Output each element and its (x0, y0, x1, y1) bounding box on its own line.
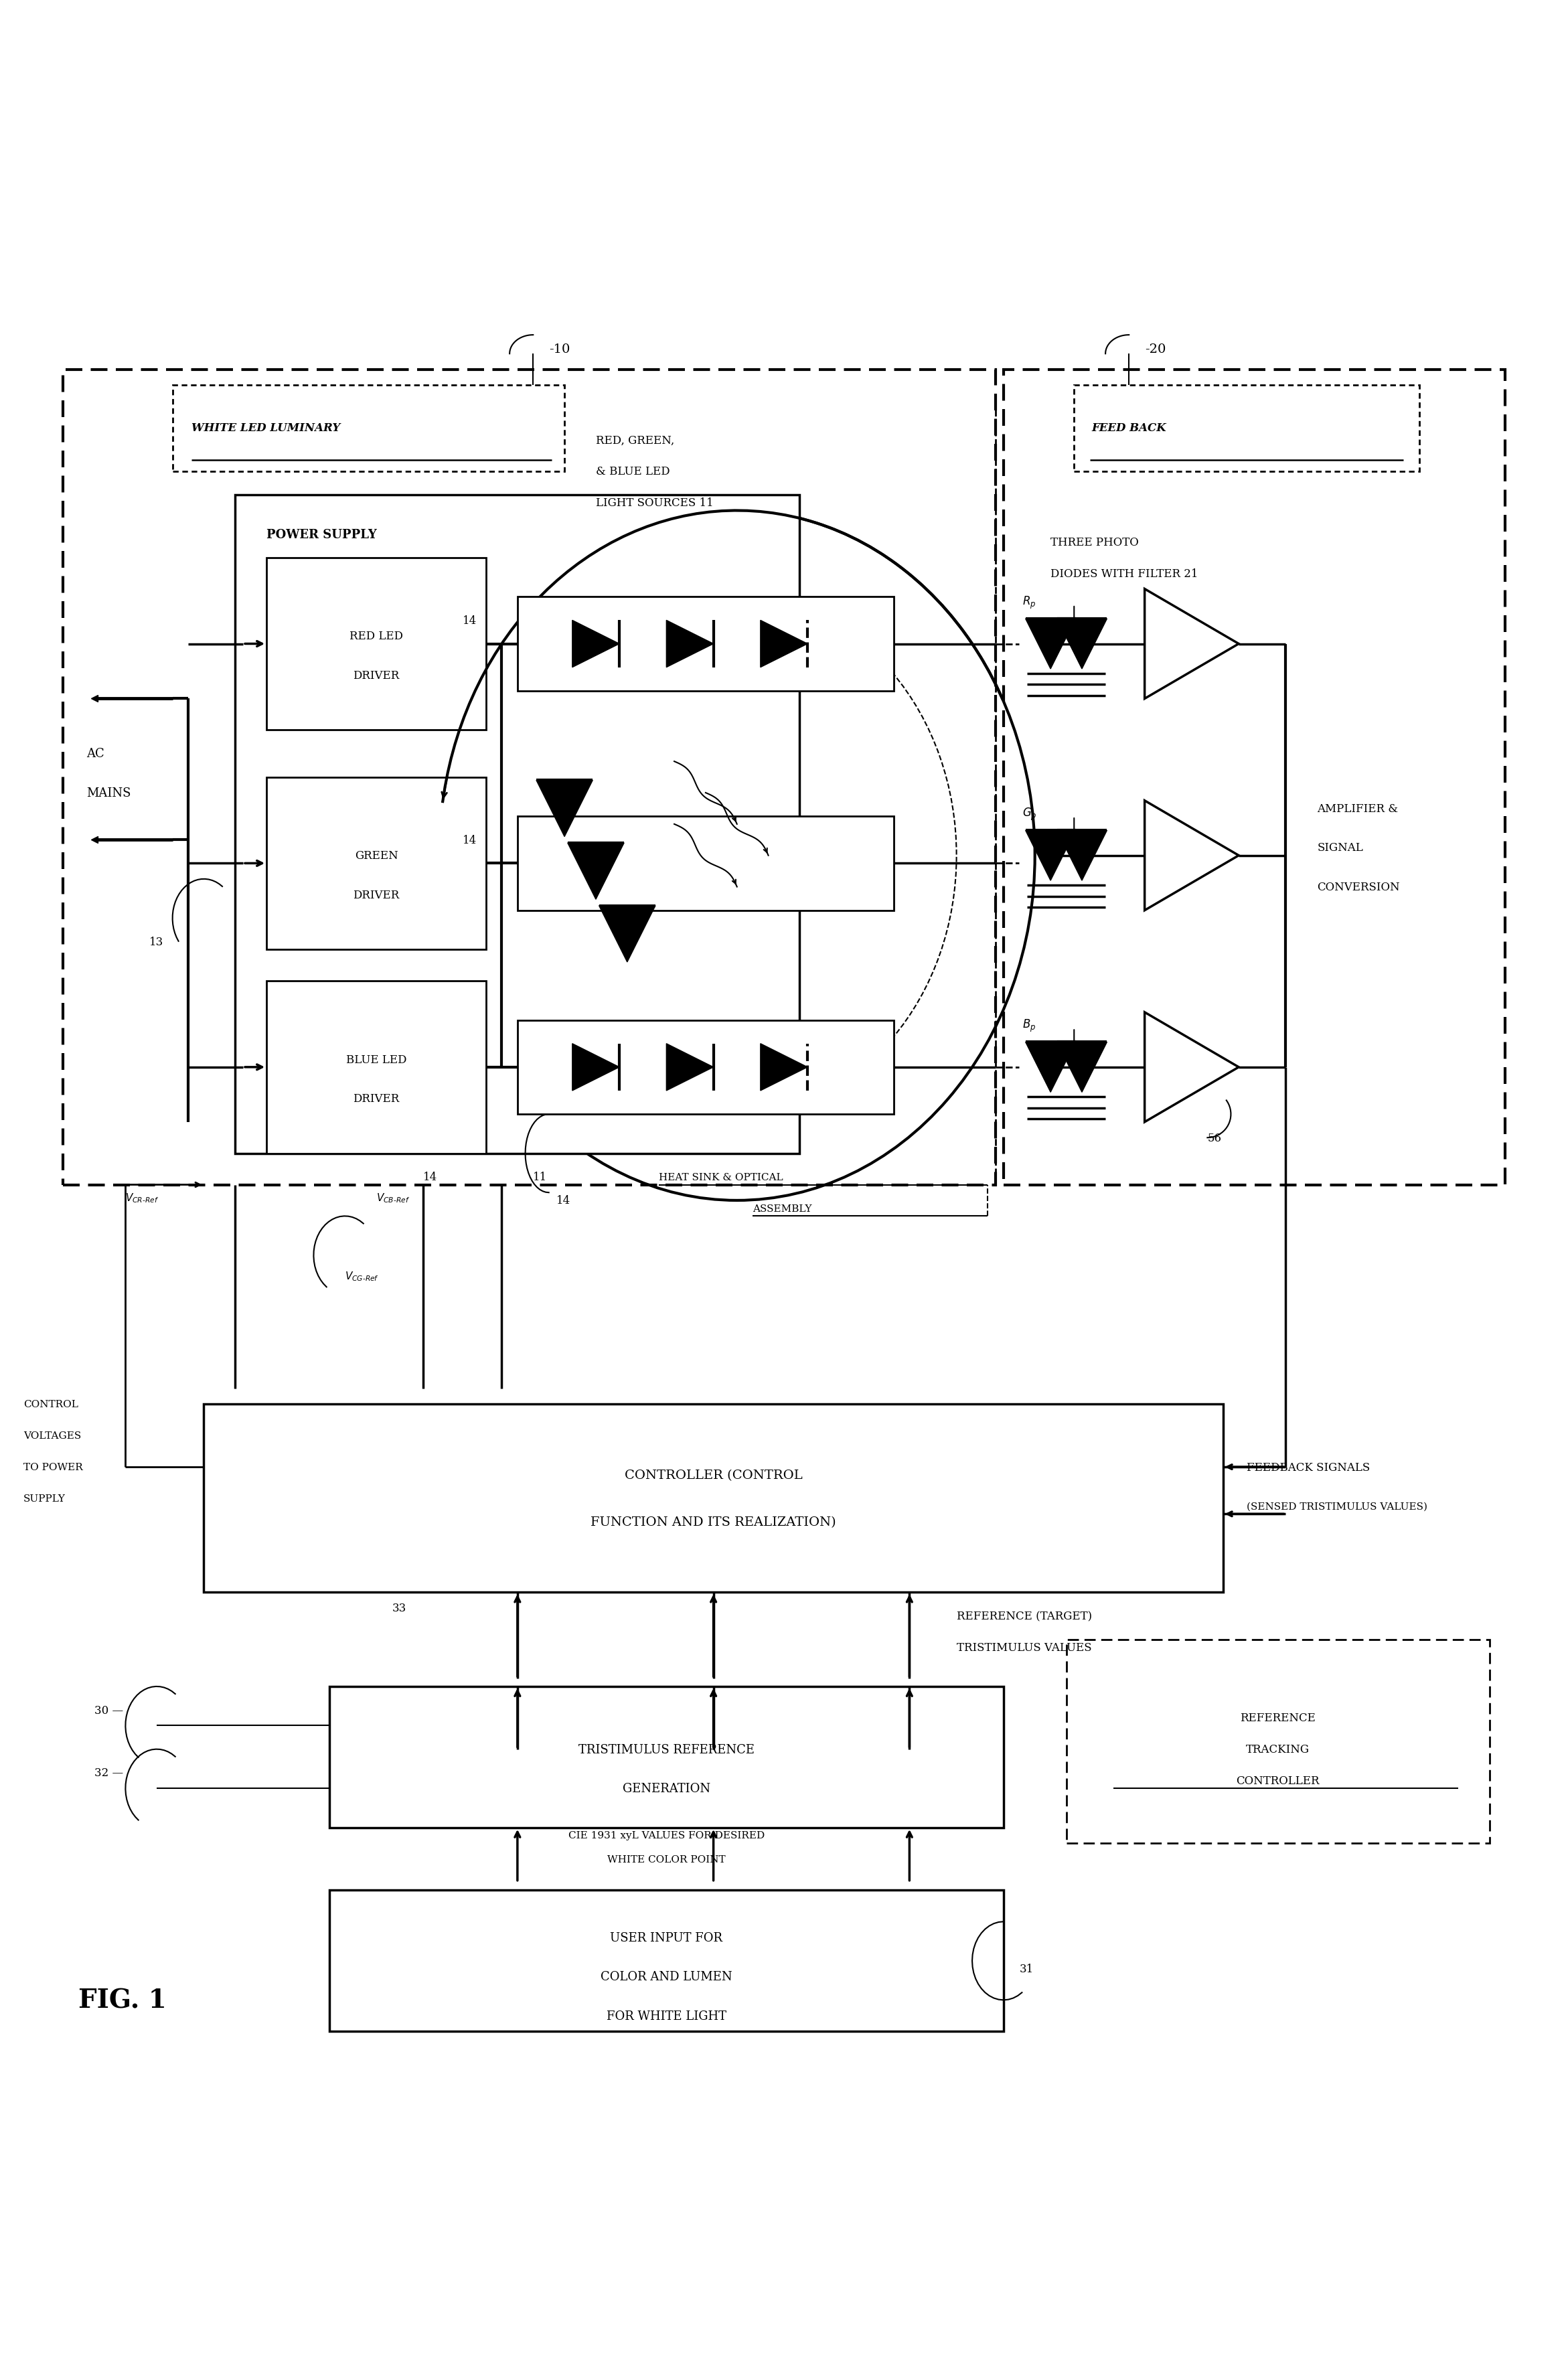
Bar (517, 1021, 894, 1114)
Text: CONVERSION: CONVERSION (1317, 882, 1400, 893)
Polygon shape (1057, 619, 1107, 668)
Text: $V_{CG\text{-}Ref}$: $V_{CG\text{-}Ref}$ (345, 1270, 379, 1282)
Polygon shape (1057, 832, 1107, 882)
Polygon shape (572, 1043, 619, 1090)
Text: AMPLIFIER &: AMPLIFIER & (1317, 803, 1399, 815)
Polygon shape (1025, 832, 1076, 882)
Text: 30 —: 30 — (94, 1704, 122, 1716)
Polygon shape (536, 780, 593, 837)
Text: DIODES WITH FILTER 21: DIODES WITH FILTER 21 (1051, 569, 1198, 578)
Text: (SENSED TRISTIMULUS VALUES): (SENSED TRISTIMULUS VALUES) (1247, 1503, 1427, 1512)
Bar (172, 386, 564, 472)
Text: MAINS: MAINS (86, 787, 130, 799)
Text: GREEN: GREEN (354, 851, 398, 863)
Text: FEED BACK: FEED BACK (1091, 422, 1167, 434)
Polygon shape (1025, 1043, 1076, 1093)
Polygon shape (1057, 1043, 1107, 1093)
Text: POWER SUPPLY: POWER SUPPLY (267, 529, 376, 540)
Text: 31: 31 (1019, 1962, 1033, 1974)
Text: 32 —: 32 — (94, 1768, 122, 1778)
Text: USER INPUT FOR: USER INPUT FOR (610, 1932, 723, 1943)
Text: $R_p$: $R_p$ (1022, 595, 1036, 611)
Text: LIGHT SOURCES 11: LIGHT SOURCES 11 (596, 498, 713, 510)
Text: GENERATION: GENERATION (622, 1782, 710, 1794)
Text: TRACKING: TRACKING (1247, 1744, 1309, 1756)
Text: RED LED: RED LED (350, 630, 403, 642)
Text: CONTROLLER (CONTROL: CONTROLLER (CONTROL (624, 1469, 803, 1481)
Text: TRISTIMULUS REFERENCE: TRISTIMULUS REFERENCE (579, 1744, 754, 1756)
Text: 14: 14 (463, 614, 477, 626)
Bar (1066, 1640, 1490, 1844)
Text: DRIVER: DRIVER (353, 889, 400, 901)
Text: HEAT SINK & OPTICAL: HEAT SINK & OPTICAL (659, 1173, 782, 1183)
Text: DRIVER: DRIVER (353, 1093, 400, 1104)
Text: DRIVER: DRIVER (353, 671, 400, 680)
Text: THREE PHOTO: THREE PHOTO (1051, 536, 1138, 547)
Text: 33: 33 (392, 1602, 406, 1614)
Text: -10: -10 (549, 344, 569, 356)
Bar (517, 818, 894, 910)
Text: TO POWER: TO POWER (24, 1462, 83, 1472)
Text: ASSEMBLY: ASSEMBLY (753, 1204, 812, 1213)
Polygon shape (760, 1043, 808, 1090)
Text: $V_{CB\text{-}Ref}$: $V_{CB\text{-}Ref}$ (376, 1192, 409, 1204)
Text: 14: 14 (463, 834, 477, 846)
Text: CONTROL: CONTROL (24, 1401, 78, 1410)
Bar (1004, 370, 1505, 1185)
Bar (329, 1687, 1004, 1827)
Polygon shape (666, 1043, 713, 1090)
Text: FEEDBACK SIGNALS: FEEDBACK SIGNALS (1247, 1462, 1370, 1472)
Polygon shape (572, 621, 619, 668)
Text: 11: 11 (533, 1171, 547, 1183)
Text: $G_p$: $G_p$ (1022, 806, 1036, 822)
Polygon shape (760, 621, 808, 668)
Polygon shape (599, 905, 655, 962)
Text: VOLTAGES: VOLTAGES (24, 1431, 82, 1441)
Bar (204, 1405, 1223, 1593)
Text: FOR WHITE LIGHT: FOR WHITE LIGHT (607, 2010, 726, 2022)
Text: 13: 13 (149, 936, 163, 948)
Text: WHITE LED LUMINARY: WHITE LED LUMINARY (191, 422, 340, 434)
Text: CONTROLLER: CONTROLLER (1236, 1775, 1320, 1787)
Text: REFERENCE: REFERENCE (1240, 1711, 1316, 1723)
Text: COLOR AND LUMEN: COLOR AND LUMEN (601, 1969, 732, 1984)
Text: $B_p$: $B_p$ (1022, 1019, 1036, 1033)
Text: SIGNAL: SIGNAL (1317, 841, 1363, 853)
Text: 14: 14 (423, 1171, 437, 1183)
Text: 56: 56 (1207, 1133, 1221, 1145)
Polygon shape (666, 621, 713, 668)
Text: SUPPLY: SUPPLY (24, 1493, 66, 1503)
Bar (267, 557, 486, 730)
Text: CIE 1931 xyL VALUES FOR DESIRED: CIE 1931 xyL VALUES FOR DESIRED (568, 1832, 765, 1839)
Bar (63, 370, 996, 1185)
Text: TRISTIMULUS VALUES: TRISTIMULUS VALUES (956, 1642, 1091, 1654)
Polygon shape (568, 844, 624, 901)
Text: FUNCTION AND ITS REALIZATION): FUNCTION AND ITS REALIZATION) (591, 1517, 836, 1529)
Text: WHITE COLOR POINT: WHITE COLOR POINT (607, 1853, 726, 1863)
Text: BLUE LED: BLUE LED (347, 1055, 406, 1064)
Text: REFERENCE (TARGET): REFERENCE (TARGET) (956, 1609, 1091, 1621)
Text: RED, GREEN,: RED, GREEN, (596, 434, 674, 446)
Polygon shape (1025, 619, 1076, 668)
Bar (267, 981, 486, 1154)
Bar (329, 1891, 1004, 2031)
Bar (517, 597, 894, 692)
Text: FIG. 1: FIG. 1 (78, 1988, 166, 2012)
Text: -20: -20 (1145, 344, 1165, 356)
Bar (267, 777, 486, 950)
Bar (235, 495, 800, 1154)
Text: 14: 14 (557, 1194, 571, 1206)
Text: & BLUE LED: & BLUE LED (596, 467, 670, 476)
Text: $V_{CR\text{-}Ref}$: $V_{CR\text{-}Ref}$ (125, 1192, 158, 1204)
Bar (1074, 386, 1419, 472)
Text: AC: AC (86, 749, 103, 761)
